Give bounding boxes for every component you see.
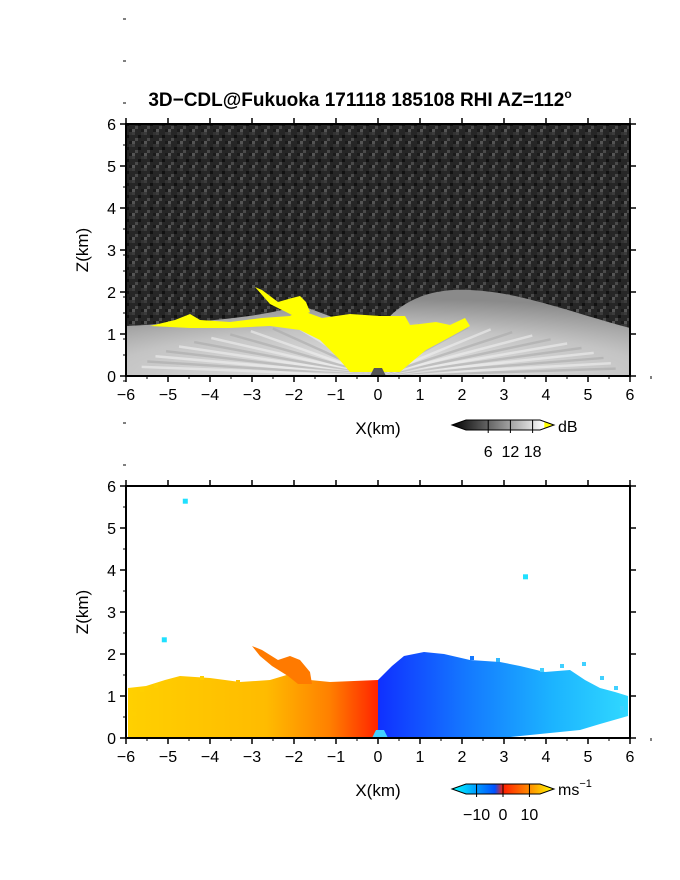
velocity-colorbar-unit: ms−1 xyxy=(558,778,592,799)
x-tick-label: −4 xyxy=(201,749,219,766)
x-tick-label: −6 xyxy=(117,749,135,766)
snr-colorbar-unit: dB xyxy=(558,419,578,436)
snr-radar-site xyxy=(370,368,386,376)
velocity-speck xyxy=(620,706,624,710)
x-tick-label: 4 xyxy=(542,387,551,404)
snr-xlabel: X(km) xyxy=(355,419,400,438)
colorbar-tick-label: 12 xyxy=(502,444,520,461)
y-tick-label: 0 xyxy=(107,369,116,386)
colorbar-tick-label: −10 xyxy=(463,807,490,824)
x-tick-label: −2 xyxy=(285,387,303,404)
beam-ray xyxy=(141,365,379,376)
velocity-near-site xyxy=(372,730,388,738)
y-tick-label: 2 xyxy=(107,285,116,302)
y-tick-label: 4 xyxy=(107,201,116,218)
y-tick-label: 0 xyxy=(107,731,116,748)
velocity-speck xyxy=(560,664,564,668)
y-tick-label: 1 xyxy=(107,689,116,706)
x-tick-label: 6 xyxy=(626,749,635,766)
beam-ray xyxy=(377,338,551,376)
y-tick-label: 5 xyxy=(107,521,116,538)
velocity-ylabel: Z(km) xyxy=(73,590,92,634)
y-tick-label: 3 xyxy=(107,605,116,622)
velocity-speck xyxy=(540,668,544,672)
x-tick-label: 3 xyxy=(500,387,509,404)
x-tick-label: 1 xyxy=(416,749,425,766)
x-tick-label: −2 xyxy=(285,749,303,766)
x-tick-label: 2 xyxy=(458,749,467,766)
y-tick-label: 5 xyxy=(107,159,116,176)
velocity-speck xyxy=(132,712,136,716)
y-tick-label: 6 xyxy=(107,479,116,496)
x-tick-label: 2 xyxy=(458,387,467,404)
x-tick-label: −6 xyxy=(117,387,135,404)
velocity-speck xyxy=(582,662,586,666)
x-tick-label: 5 xyxy=(584,387,593,404)
figure-title: 3D−CDL@Fukuoka 171118 185108 RHI AZ=112o xyxy=(148,87,571,111)
x-tick-label: 1 xyxy=(416,387,425,404)
velocity-isolated-echoes xyxy=(161,498,528,643)
isolated-echo xyxy=(161,637,167,643)
x-tick-label: −4 xyxy=(201,387,219,404)
snr-saturated-region xyxy=(150,310,470,372)
y-tick-label: 4 xyxy=(107,563,116,580)
velocity-speck xyxy=(154,684,158,688)
x-tick-label: −5 xyxy=(159,387,177,404)
snr-axis-ticks: −6 −5 −4 −3 −2 −1 0 1 2 3 4 5 6 0 1 2 3 4 5 6 xyxy=(107,18,652,404)
x-tick-label: 6 xyxy=(626,387,635,404)
snr-colorbar-ticks: 6 12 18 xyxy=(484,420,542,461)
x-tick-label: −1 xyxy=(327,387,345,404)
isolated-echo xyxy=(182,498,188,504)
y-tick-label: 3 xyxy=(107,243,116,260)
x-tick-label: −3 xyxy=(243,387,261,404)
y-tick-label: 1 xyxy=(107,327,116,344)
velocity-approaching-region xyxy=(378,652,628,738)
x-tick-label: −3 xyxy=(243,749,261,766)
snr-colorbar-bar xyxy=(450,419,556,431)
snr-colorbar: 6 12 18 dB xyxy=(450,419,578,461)
velocity-speck xyxy=(470,656,474,660)
colorbar-tick-label: 10 xyxy=(521,807,539,824)
colorbar-tick-label: 0 xyxy=(499,807,508,824)
velocity-speck xyxy=(200,676,204,680)
x-tick-label: −1 xyxy=(327,749,345,766)
velocity-colorbar: −10 0 10 ms−1 xyxy=(450,778,592,824)
y-tick-label: 2 xyxy=(107,647,116,664)
y-tick-label: 6 xyxy=(107,117,116,134)
velocity-speck xyxy=(600,676,604,680)
beam-ray xyxy=(377,342,568,376)
velocity-receding-plume xyxy=(252,646,312,684)
x-tick-label: 0 xyxy=(374,749,383,766)
velocity-colorbar-ticks: −10 0 10 xyxy=(463,784,538,824)
beam-ray xyxy=(377,334,533,376)
velocity-xlabel: X(km) xyxy=(355,781,400,800)
x-tick-label: 0 xyxy=(374,387,383,404)
x-tick-label: 5 xyxy=(584,749,593,766)
colorbar-tick-label: 6 xyxy=(484,444,493,461)
colorbar-tick-label: 18 xyxy=(524,444,542,461)
velocity-speckle xyxy=(132,656,624,716)
velocity-speck xyxy=(236,680,240,684)
velocity-receding-region xyxy=(128,674,380,738)
velocity-speck xyxy=(496,658,500,662)
snr-ylabel: Z(km) xyxy=(73,228,92,272)
velocity-speck xyxy=(614,686,618,690)
isolated-echo xyxy=(523,574,528,580)
x-tick-label: −5 xyxy=(159,749,177,766)
x-tick-label: 4 xyxy=(542,749,551,766)
x-tick-label: 3 xyxy=(500,749,509,766)
velocity-speck xyxy=(140,688,144,692)
snr-saturated-plume xyxy=(255,287,310,318)
